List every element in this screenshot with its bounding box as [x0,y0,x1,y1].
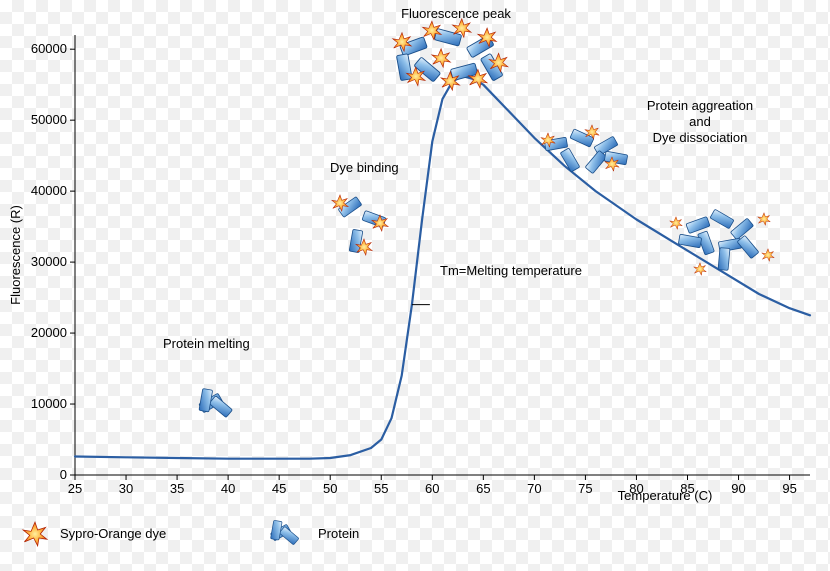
svg-text:10000: 10000 [31,396,67,411]
svg-text:55: 55 [374,481,388,496]
svg-text:0: 0 [60,467,67,482]
svg-text:45: 45 [272,481,286,496]
diagram-aggregation-2 [670,209,775,275]
diagram-dye-binding [332,195,388,255]
svg-text:50000: 50000 [31,112,67,127]
label-xlabel: Temperature (C) [618,488,713,503]
label-dye_binding: Dye binding [330,160,399,175]
label-tm_label: Tm=Melting temperature [440,263,582,278]
svg-text:30000: 30000 [31,254,67,269]
svg-text:70: 70 [527,481,541,496]
label-aggr2: and [689,114,711,129]
svg-text:50: 50 [323,481,337,496]
label-aggr1: Protein aggreation [647,98,753,113]
label-aggr3: Dye dissociation [653,130,748,145]
label-leg_prot: Protein [318,526,359,541]
svg-text:60: 60 [425,481,439,496]
svg-text:60000: 60000 [31,41,67,56]
diagram-fluorescence-peak [393,19,508,91]
label-fluor_peak: Fluorescence peak [401,6,511,21]
label-prot_melt: Protein melting [163,336,250,351]
svg-text:35: 35 [170,481,184,496]
svg-text:90: 90 [731,481,745,496]
svg-text:75: 75 [578,481,592,496]
label-leg_dye: Sypro-Orange dye [60,526,166,541]
svg-text:40: 40 [221,481,235,496]
svg-text:20000: 20000 [31,325,67,340]
svg-text:25: 25 [68,481,82,496]
svg-text:30: 30 [119,481,133,496]
diagram-aggregation-1 [541,125,628,174]
diagram-protein-melting [199,389,233,418]
legend-dye-icon [23,522,47,546]
svg-text:95: 95 [782,481,796,496]
svg-text:65: 65 [476,481,490,496]
legend-protein-icon [270,520,299,545]
annotations: Fluorescence peak Dye binding Tm=Melting t… [60,6,753,541]
svg-text:40000: 40000 [31,183,67,198]
svg-text:Fluorescence (R): Fluorescence (R) [8,205,23,305]
